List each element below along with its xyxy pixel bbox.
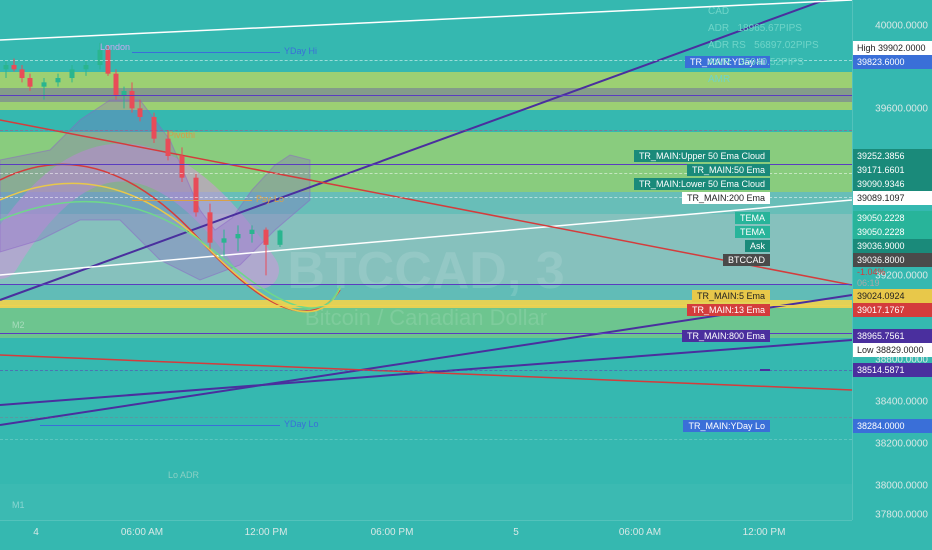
info-row: ADR RS 56897.02PIPS [708, 38, 846, 53]
price-value-label: 39171.6601 [853, 163, 932, 177]
indicator-pill: TR_MAIN:13 Ema [687, 304, 770, 316]
price-value-label: 39036.9000 [853, 239, 932, 253]
price-value-label: 06:19 [853, 276, 932, 290]
price-value-label: 39050.2228 [853, 211, 932, 225]
indicator-pill: TR_MAIN:YDay Lo [683, 420, 770, 432]
ref-line-label: YDay Lo [284, 419, 319, 429]
time-tick: 06:00 AM [619, 527, 661, 538]
indicator-pill: TR_MAIN:200 Ema [682, 192, 770, 204]
chart-annotation-label: London [100, 42, 130, 52]
time-tick: 12:00 PM [743, 527, 786, 538]
price-value-label: 39252.3856 [853, 149, 932, 163]
time-tick: 5 [513, 527, 519, 538]
price-value-label: 39823.6000 [853, 55, 932, 69]
price-value-label: 38284.0000 [853, 419, 932, 433]
chart-plot-area[interactable]: BTCCAD, 3 Bitcoin / Canadian Dollar YDay… [0, 0, 852, 520]
indicator-pill: TR_MAIN:800 Ema [682, 330, 770, 342]
time-axis[interactable]: 4 06:00 AM 12:00 PM 06:00 PM 5 06:00 AM 12:00 … [0, 520, 852, 550]
price-axis[interactable]: 40000.000039600.000039400.000039200.0000… [852, 0, 932, 520]
price-value-label: 39024.0924 [853, 289, 932, 303]
indicator-pill: Ask [745, 240, 770, 252]
price-tick: 37800.0000 [875, 510, 928, 521]
time-tick: 06:00 PM [371, 527, 414, 538]
info-row: AMR [708, 72, 846, 87]
chart-annotation-label: Pivothi [168, 130, 195, 140]
price-value-label: 39090.9346 [853, 177, 932, 191]
price-value-label: 39089.1097 [853, 191, 932, 205]
price-tick: 38000.0000 [875, 481, 928, 492]
pips-info-box: CAD ADR 18965.67PIPS ADR RS 56897.02PIPS A… [702, 0, 852, 93]
price-value-label: Low 38829.0000 [853, 343, 932, 357]
h-ref-line [0, 95, 852, 96]
indicator-pill [760, 369, 770, 371]
price-band [0, 214, 852, 284]
price-tick: 40000.0000 [875, 21, 928, 32]
info-row: AWR 35940.52PIPS [708, 55, 846, 70]
ref-line-label: YDay Hi [284, 46, 317, 56]
time-tick: 06:00 AM [121, 527, 163, 538]
price-value-label: 38965.7561 [853, 329, 932, 343]
price-value-label: 39050.2228 [853, 225, 932, 239]
h-ref-line [0, 439, 852, 440]
indicator-pill: TR_MAIN:Lower 50 Ema Cloud [634, 178, 770, 190]
indicator-pill: TR_MAIN:Upper 50 Ema Cloud [634, 150, 770, 162]
ref-line-label: Psy-Lo [256, 194, 284, 204]
indicator-pill: BTCCAD [723, 254, 770, 266]
labelled-ref-line [40, 425, 280, 426]
labelled-ref-line [132, 52, 280, 53]
indicator-pill: TR_MAIN:50 Ema [687, 164, 770, 176]
price-band [0, 484, 852, 520]
indicator-pill: TEMA [735, 212, 770, 224]
indicator-pill: TEMA [735, 226, 770, 238]
price-tick: 38400.0000 [875, 397, 928, 408]
h-ref-line [0, 130, 852, 131]
time-tick: 4 [33, 527, 39, 538]
labelled-ref-line [132, 200, 252, 201]
price-value-label: 38514.5871 [853, 363, 932, 377]
chart-annotation-label: M1 [12, 500, 25, 510]
price-tick: 38200.0000 [875, 439, 928, 450]
info-row: CAD [708, 4, 846, 19]
h-ref-line [0, 417, 852, 418]
time-tick: 12:00 PM [245, 527, 288, 538]
h-ref-line [0, 370, 852, 371]
indicator-pill: TR_MAIN:5 Ema [692, 290, 770, 302]
chart-annotation-label: Lo ADR [168, 470, 199, 480]
price-tick: 39600.0000 [875, 104, 928, 115]
price-value-label: High 39902.0000 [853, 41, 932, 55]
chart-annotation-label: M2 [12, 320, 25, 330]
h-ref-line [0, 284, 852, 285]
price-value-label: 39017.1767 [853, 303, 932, 317]
info-row: ADR 18965.67PIPS [708, 21, 846, 36]
